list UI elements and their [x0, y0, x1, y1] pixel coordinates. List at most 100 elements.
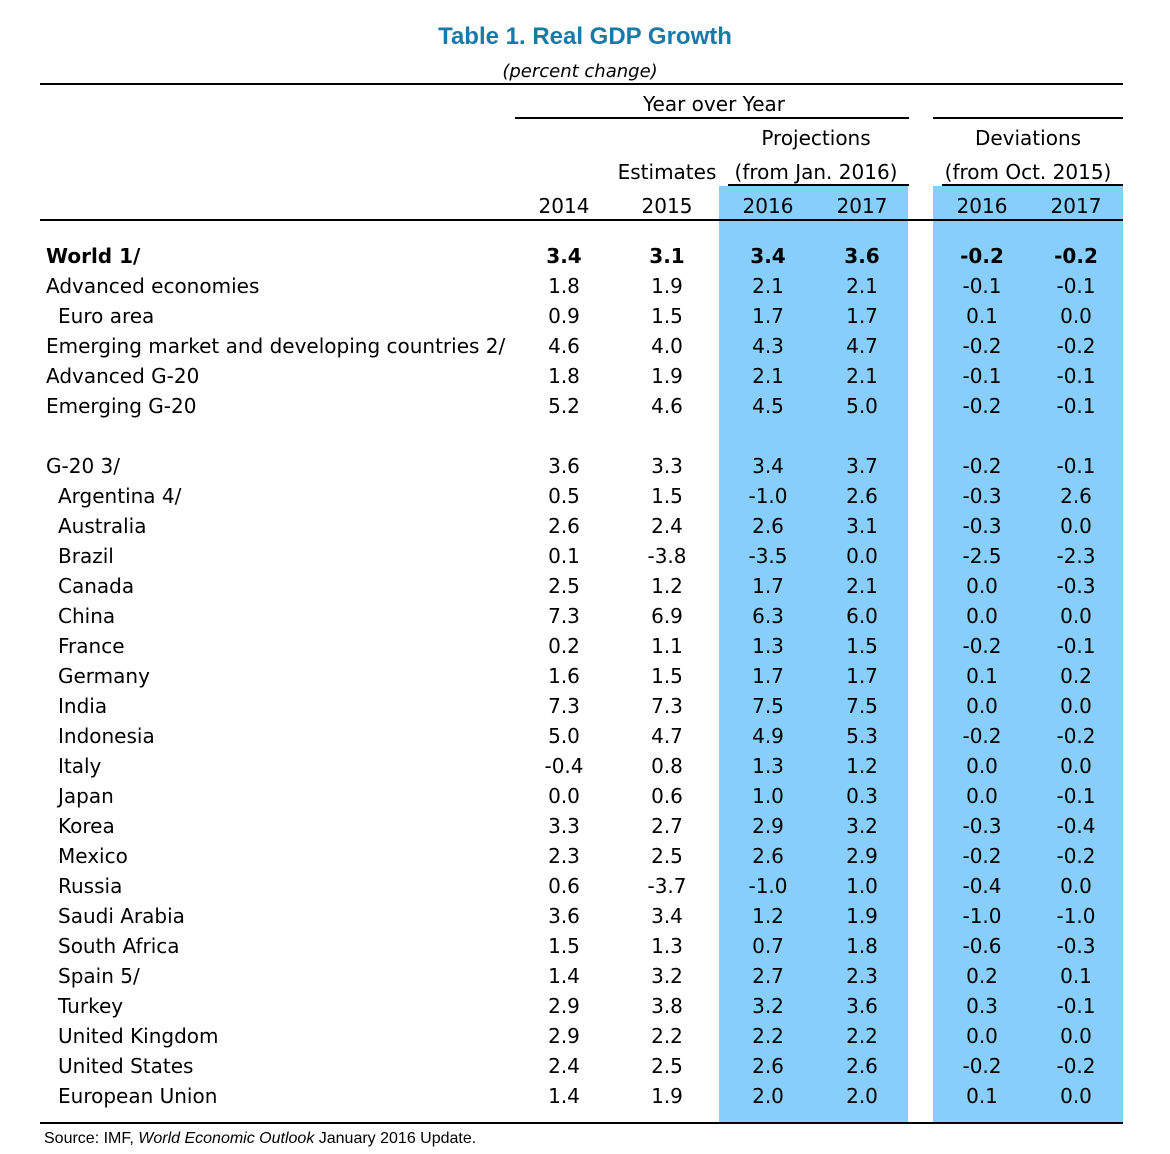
year-2014-header: 2014	[538, 194, 590, 218]
cell-2015: 1.5	[651, 304, 683, 328]
projections-subheader: (from Jan. 2016)	[734, 160, 898, 184]
table-title: Table 1. Real GDP Growth	[438, 23, 732, 50]
source-suffix: January 2016 Update.	[314, 1130, 477, 1147]
cell-dev-2017: 0.0	[1060, 874, 1092, 898]
cell-proj-2016: 2.6	[752, 514, 784, 538]
cell-proj-2017: 2.6	[846, 1054, 878, 1078]
row-label: Argentina 4/	[58, 484, 182, 508]
cell-2015: 2.5	[651, 844, 683, 868]
table-row: Canada 2.5 1.2 1.7 2.1 0.0 -0.3	[0, 571, 1170, 601]
table-row: China 7.3 6.9 6.3 6.0 0.0 0.0	[0, 601, 1170, 631]
cell-2015: -3.8	[647, 544, 687, 568]
cell-dev-2016: 0.0	[966, 784, 998, 808]
cell-dev-2017: -0.2	[1056, 844, 1096, 868]
cell-2014: 7.3	[548, 694, 580, 718]
cell-2014: -0.4	[544, 754, 584, 778]
proj-2016-header: 2016	[742, 194, 794, 218]
row-label: Korea	[58, 814, 115, 838]
cell-2015: 1.1	[651, 634, 683, 658]
table-row: Emerging G-20 5.2 4.6 4.5 5.0 -0.2 -0.1	[0, 391, 1170, 421]
cell-dev-2016: 0.1	[966, 664, 998, 688]
deviations-subheader: (from Oct. 2015)	[944, 160, 1112, 184]
cell-proj-2017: 2.2	[846, 1024, 878, 1048]
cell-proj-2016: 2.1	[752, 274, 784, 298]
cell-2015: 2.5	[651, 1054, 683, 1078]
row-label: Italy	[58, 754, 102, 778]
cell-dev-2017: -2.3	[1056, 544, 1096, 568]
year-over-year-rule	[515, 117, 909, 119]
cell-dev-2017: 0.0	[1060, 604, 1092, 628]
cell-2014: 3.6	[548, 904, 580, 928]
source-prefix: Source: IMF,	[44, 1130, 139, 1147]
cell-dev-2016: -0.3	[962, 514, 1002, 538]
cell-2015: 4.6	[651, 394, 683, 418]
cell-proj-2016: 2.6	[752, 844, 784, 868]
row-label: India	[58, 694, 108, 718]
row-label: Russia	[58, 874, 123, 898]
cell-dev-2016: -0.2	[960, 244, 1004, 268]
cell-dev-2017: -0.1	[1056, 274, 1096, 298]
cell-2014: 2.9	[548, 994, 580, 1018]
table-row: Saudi Arabia 3.6 3.4 1.2 1.9 -1.0 -1.0	[0, 901, 1170, 931]
table-row: United States 2.4 2.5 2.6 2.6 -0.2 -0.2	[0, 1051, 1170, 1081]
proj-2017-header: 2017	[836, 194, 888, 218]
row-label: Advanced G-20	[46, 364, 200, 388]
cell-2015: 1.9	[651, 364, 683, 388]
projections-header: Projections	[761, 126, 871, 150]
cell-dev-2016: -0.4	[962, 874, 1002, 898]
row-label: Advanced economies	[46, 274, 260, 298]
cell-dev-2017: -0.1	[1056, 364, 1096, 388]
table-row: United Kingdom 2.9 2.2 2.2 2.2 0.0 0.0	[0, 1021, 1170, 1051]
cell-dev-2016: -0.1	[962, 364, 1002, 388]
cell-2015: -3.7	[647, 874, 687, 898]
cell-dev-2017: -0.3	[1056, 934, 1096, 958]
cell-2014: 0.6	[548, 874, 580, 898]
cell-dev-2017: -0.1	[1056, 784, 1096, 808]
cell-proj-2016: 1.7	[752, 664, 784, 688]
cell-2015: 1.5	[651, 664, 683, 688]
cell-dev-2016: -0.1	[962, 274, 1002, 298]
row-label: G-20 3/	[46, 454, 120, 478]
cell-dev-2016: 0.1	[966, 304, 998, 328]
table-row: South Africa 1.5 1.3 0.7 1.8 -0.6 -0.3	[0, 931, 1170, 961]
cell-2014: 2.4	[548, 1054, 580, 1078]
row-label: Indonesia	[58, 724, 155, 748]
cell-dev-2016: 0.0	[966, 694, 998, 718]
cell-proj-2016: 1.3	[752, 634, 784, 658]
row-label: Germany	[58, 664, 150, 688]
cell-2015: 1.2	[651, 574, 683, 598]
cell-2014: 1.8	[548, 364, 580, 388]
row-label: Euro area	[58, 304, 155, 328]
cell-proj-2016: 1.0	[752, 784, 784, 808]
cell-proj-2016: 1.3	[752, 754, 784, 778]
table-row: Japan 0.0 0.6 1.0 0.3 0.0 -0.1	[0, 781, 1170, 811]
cell-proj-2017: 1.7	[846, 664, 878, 688]
row-label: Brazil	[58, 544, 114, 568]
cell-proj-2016: -1.0	[748, 484, 788, 508]
cell-2015: 1.5	[651, 484, 683, 508]
year-2015-header: 2015	[641, 194, 693, 218]
cell-dev-2017: -0.2	[1054, 244, 1098, 268]
top-rule	[40, 83, 1123, 85]
cell-2014: 1.4	[548, 964, 580, 988]
cell-proj-2017: 1.7	[846, 304, 878, 328]
cell-proj-2017: 3.7	[846, 454, 878, 478]
table-row: Advanced G-20 1.8 1.9 2.1 2.1 -0.1 -0.1	[0, 361, 1170, 391]
projections-rule	[728, 184, 909, 186]
table-row: Euro area 0.9 1.5 1.7 1.7 0.1 0.0	[0, 301, 1170, 331]
cell-2014: 2.3	[548, 844, 580, 868]
row-label: China	[58, 604, 116, 628]
cell-2015: 3.2	[651, 964, 683, 988]
cell-2015: 3.8	[651, 994, 683, 1018]
cell-proj-2016: 4.3	[752, 334, 784, 358]
cell-proj-2017: 2.1	[846, 364, 878, 388]
cell-2014: 5.2	[548, 394, 580, 418]
source-note: Source: IMF, World Economic Outlook Janu…	[44, 1128, 476, 1150]
cell-dev-2017: -0.1	[1056, 634, 1096, 658]
cell-2014: 3.4	[546, 244, 582, 268]
cell-2015: 1.9	[651, 1084, 683, 1108]
deviations-rule	[942, 184, 1123, 186]
table-row: Brazil 0.1 -3.8 -3.5 0.0 -2.5 -2.3	[0, 541, 1170, 571]
cell-2015: 1.3	[651, 934, 683, 958]
cell-dev-2016: 0.1	[966, 1084, 998, 1108]
